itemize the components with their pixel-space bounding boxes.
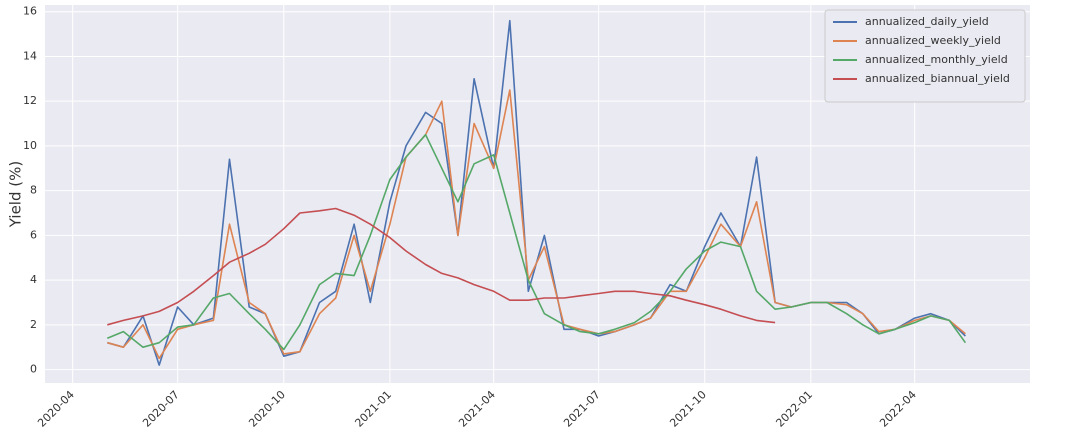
x-tick-label: 2020-07 [140, 388, 182, 430]
x-tick-label: 2022-04 [877, 388, 919, 430]
x-tick-label: 2022-01 [773, 388, 815, 430]
legend-label: annualized_monthly_yield [865, 53, 1008, 66]
y-axis-label: Yield (%) [7, 161, 25, 228]
series-line [107, 207, 776, 326]
x-tick-label: 2021-10 [667, 388, 709, 430]
legend: annualized_daily_yield annualized_weekly_… [824, 9, 1026, 103]
series-line [106, 133, 967, 351]
y-tick-label: 8 [30, 184, 37, 197]
y-tick-label: 2 [30, 318, 37, 331]
x-tick-label: 2020-10 [246, 388, 288, 430]
y-tick-label: 16 [23, 5, 37, 18]
legend-box [824, 9, 1026, 103]
y-tick-label: 6 [30, 228, 37, 241]
legend-label: annualized_weekly_yield [865, 34, 1001, 47]
y-tick-label: 12 [23, 94, 37, 107]
x-tick-label: 2021-04 [456, 388, 498, 430]
y-tick-label: 0 [30, 363, 37, 376]
x-tick-label: 2020-04 [35, 388, 77, 430]
legend-label: annualized_biannual_yield [865, 72, 1010, 85]
legend-label: annualized_daily_yield [865, 15, 989, 28]
y-tick-label: 14 [23, 49, 37, 62]
y-tick-label: 10 [23, 139, 37, 152]
y-tick-label: 4 [30, 273, 37, 286]
x-tick-label: 2021-01 [352, 388, 394, 430]
x-tick-label: 2021-07 [561, 388, 603, 430]
